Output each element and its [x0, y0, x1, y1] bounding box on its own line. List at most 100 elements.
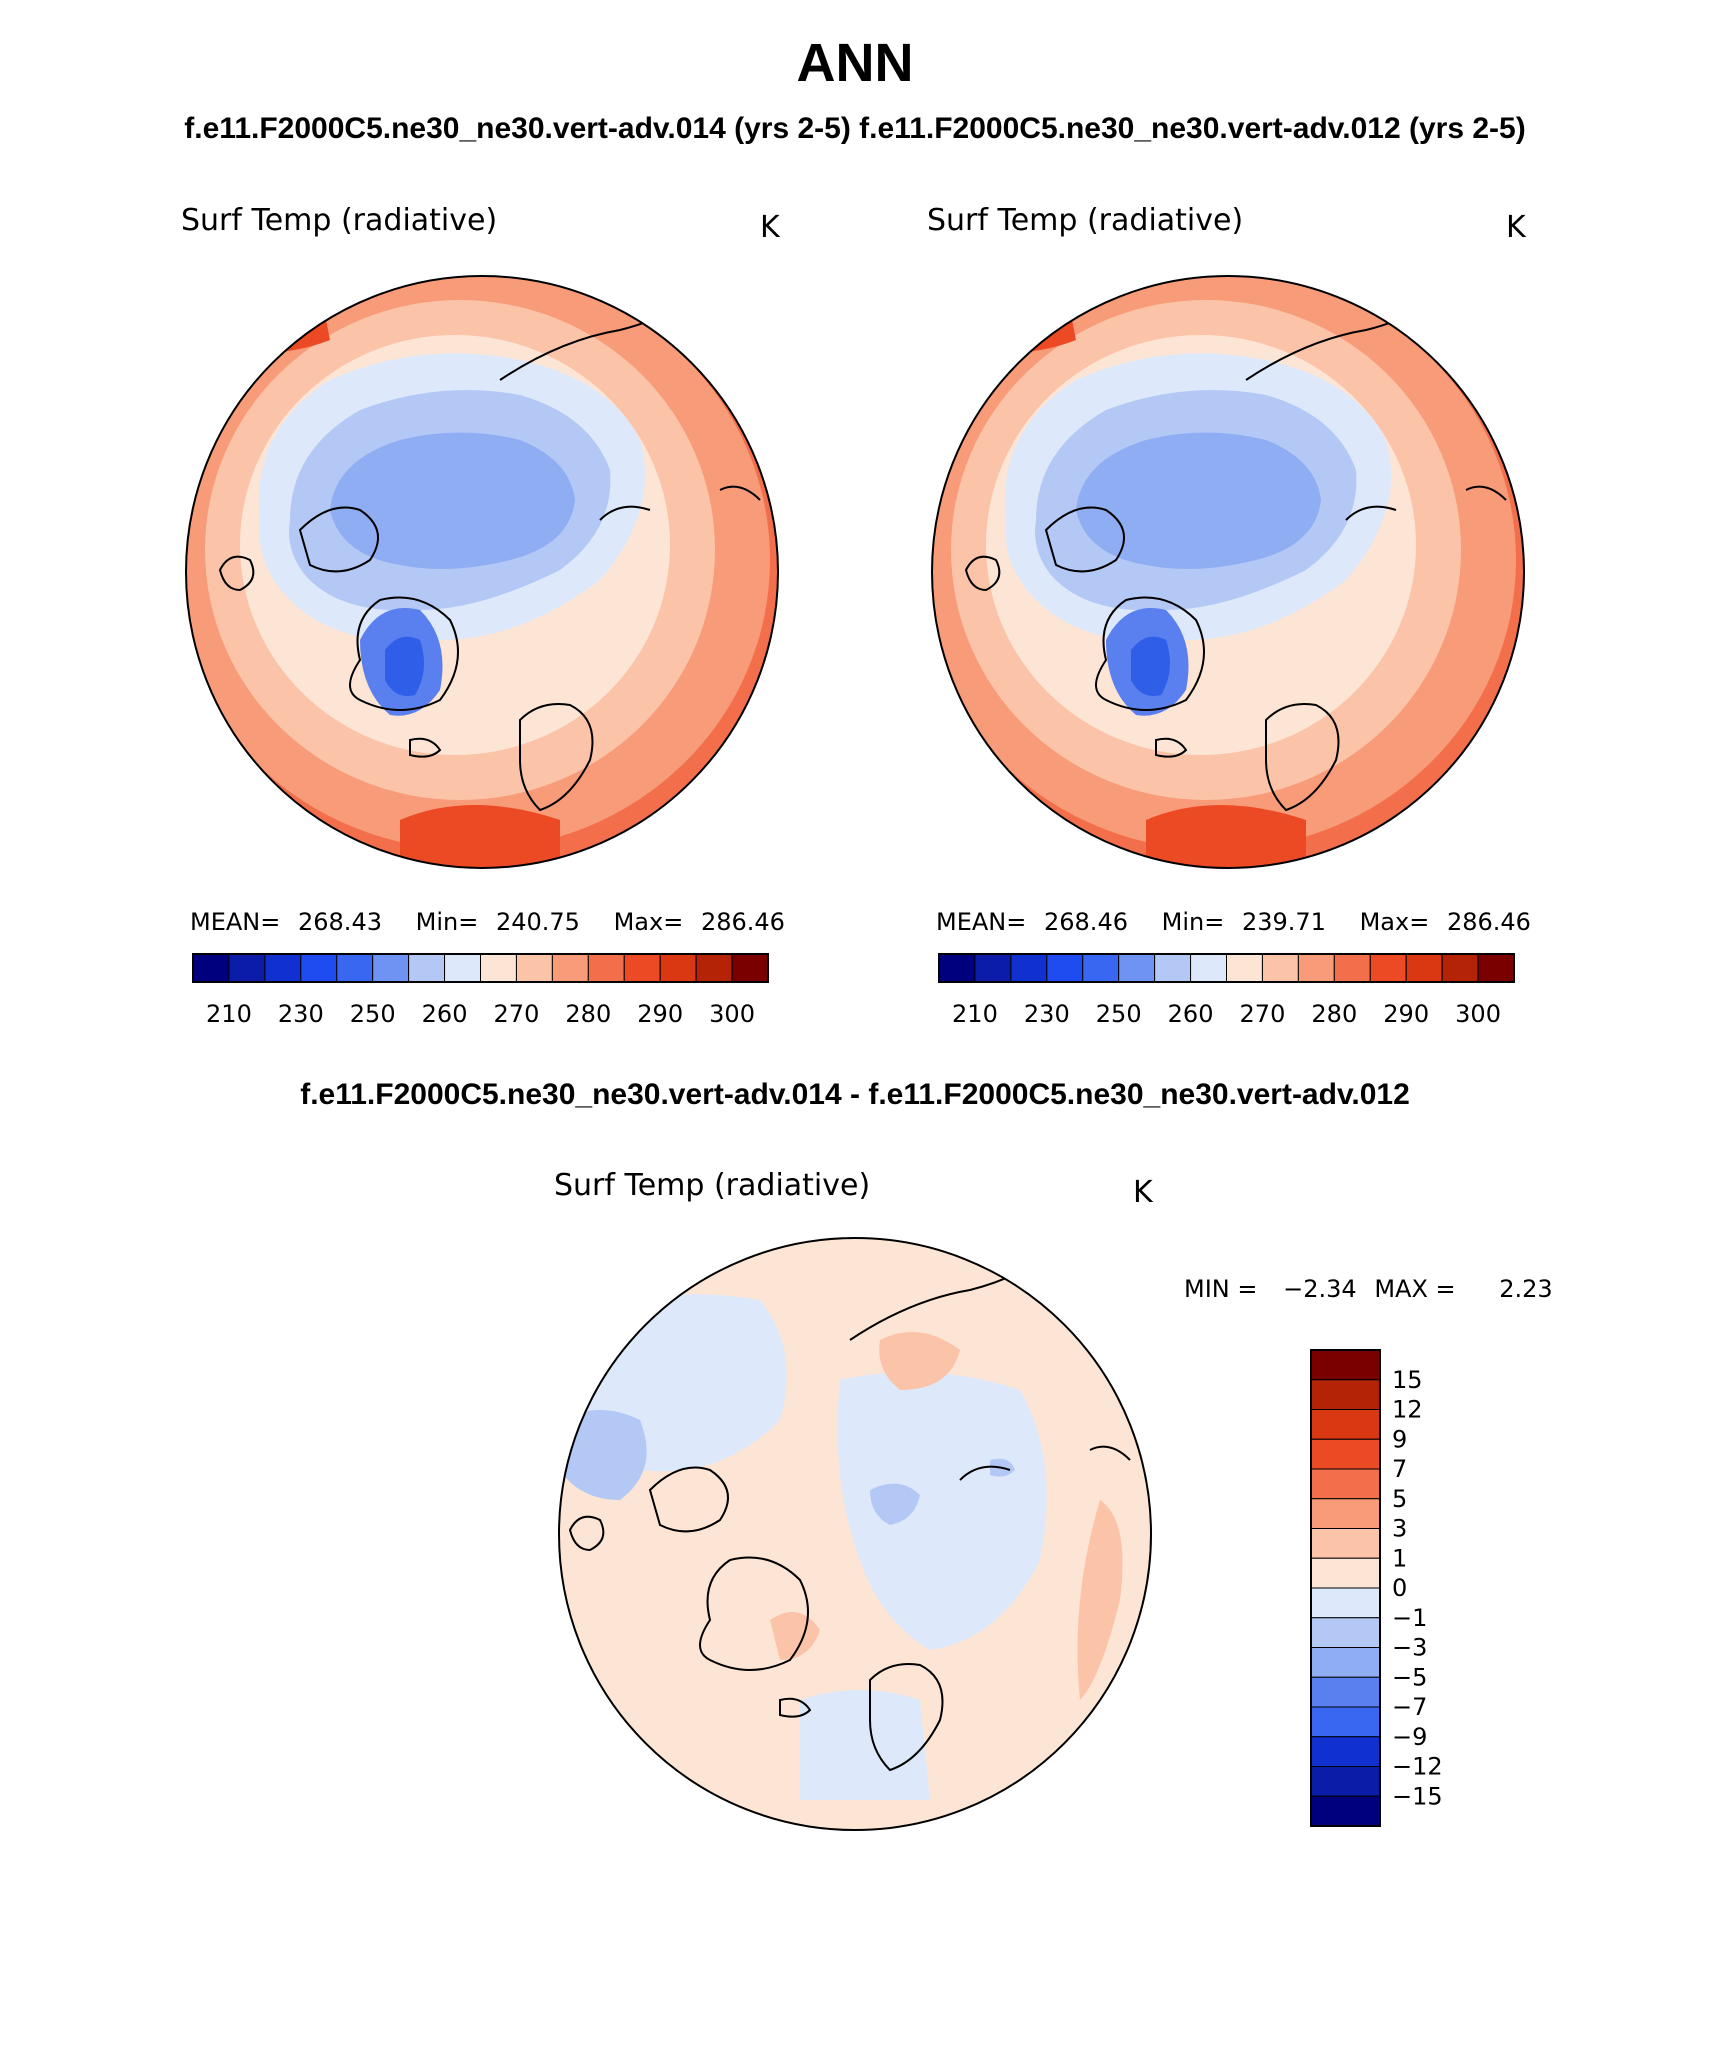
panel2-min: 239.71 — [1241, 908, 1326, 936]
panel1-units: K — [760, 210, 780, 245]
diff-colorbar-tick-label: −15 — [1392, 1782, 1443, 1810]
panel2-colorbar: 210 230 250 260 270 280 290 300 — [938, 953, 1515, 1028]
panel1-colorbar-swatch — [408, 953, 446, 983]
panel2-colorbar-swatch — [938, 953, 976, 983]
diff-colorbar-swatch — [1310, 1647, 1381, 1678]
panel2-max: 286.46 — [1446, 908, 1531, 936]
diff-colorbar-swatch — [1310, 1438, 1381, 1470]
panel1-colorbar-swatch — [731, 953, 769, 983]
panel2-colorbar-swatch — [1261, 953, 1299, 983]
panel1-colorbar-tick-label: 230 — [278, 1000, 324, 1028]
panel2-mean-label: MEAN= — [936, 908, 1027, 936]
diff-max-label: MAX = — [1374, 1275, 1456, 1303]
panel2-colorbar-swatch — [1010, 953, 1048, 983]
diff-colorbar-tick-label: 3 — [1392, 1515, 1407, 1543]
panel1-colorbar-tick-label: 280 — [565, 1000, 611, 1028]
panel1-map-border — [185, 275, 779, 869]
diff-colorbar-tick-label: −9 — [1392, 1723, 1427, 1751]
panel2-colorbar-tick-label: 270 — [1240, 1000, 1286, 1028]
diff-variable: Surf Temp (radiative) — [554, 1168, 871, 1203]
panel2-colorbar-swatch — [1441, 953, 1479, 983]
panel1-colorbar: 210 230 250 260 270 280 290 300 — [192, 953, 769, 1028]
diff-colorbar-tick-label: 9 — [1392, 1425, 1407, 1453]
diff-colorbar-swatch — [1310, 1766, 1381, 1797]
panel1-colorbar-swatch — [372, 953, 410, 983]
panel1-max-label: Max= — [613, 908, 684, 936]
diff-max: 2.23 — [1499, 1275, 1553, 1303]
panel2-colorbar-tick-label: 210 — [952, 1000, 998, 1028]
diff-colorbar-swatch — [1310, 1409, 1381, 1440]
panel1-mean-label: MEAN= — [190, 908, 281, 936]
panel1-colorbar-swatch — [480, 953, 517, 983]
panel2-units: K — [1506, 210, 1526, 245]
panel2-map-border — [931, 275, 1525, 869]
panel1-colorbar-frame — [192, 953, 769, 983]
panel2-colorbar-tick-label: 260 — [1168, 1000, 1214, 1028]
panel1-colorbar-swatch — [587, 953, 625, 983]
diff-colorbar-swatch — [1310, 1528, 1381, 1559]
panel1-variable: Surf Temp (radiative) — [181, 203, 498, 238]
panel1-colorbar-swatch — [659, 953, 697, 983]
panel1-stats: MEAN= 268.43 Min= 240.75 Max= 286.46 — [190, 908, 785, 936]
panel2-min-label: Min= — [1161, 908, 1225, 936]
panel1-colorbar-tick-label: 260 — [422, 1000, 468, 1028]
diff-colorbar-swatch — [1310, 1349, 1381, 1381]
panel1-max: 286.46 — [700, 908, 785, 936]
panel2-colorbar-tick-label: 280 — [1311, 1000, 1357, 1028]
diff-polar-map — [559, 1238, 1151, 1830]
panel2-colorbar-swatch — [1154, 953, 1192, 983]
diff-units: K — [1133, 1175, 1153, 1210]
diff-colorbar-tick-label: 5 — [1392, 1485, 1407, 1513]
panel2-colorbar-swatch — [974, 953, 1012, 983]
panel1-colorbar-swatch — [695, 953, 733, 983]
panel2-polar-map — [932, 276, 1524, 868]
panel1-min: 240.75 — [495, 908, 580, 936]
panel2-colorbar-frame — [938, 953, 1515, 983]
diff-colorbar-tick-label: −1 — [1392, 1604, 1427, 1632]
panel2-colorbar-swatch — [1477, 953, 1515, 983]
panel2-colorbar-swatch — [1369, 953, 1407, 983]
case2-title: f.e11.F2000C5.ne30_ne30.vert-adv.012 (yr… — [859, 112, 1526, 145]
panel2-colorbar-swatch — [1082, 953, 1120, 983]
diff-colorbar-tick-label: 15 — [1392, 1366, 1423, 1394]
panel2-colorbar-tick-label: 290 — [1383, 1000, 1429, 1028]
diff-colorbar-tick-label: 1 — [1392, 1544, 1407, 1572]
panel1-polar-map — [186, 276, 778, 868]
panel2-colorbar-swatch — [1405, 953, 1443, 983]
panel1-colorbar-tick-label: 250 — [350, 1000, 396, 1028]
panel2-colorbar-tick-label: 300 — [1455, 1000, 1501, 1028]
case-names: f.e11.F2000C5.ne30_ne30.vert-adv.014 (yr… — [0, 112, 1710, 146]
diff-colorbar-swatch — [1310, 1379, 1381, 1410]
diff-colorbar-tick-label: −5 — [1392, 1663, 1427, 1691]
panel2-colorbar-swatch — [1297, 953, 1335, 983]
panel2-stats: MEAN= 268.46 Min= 239.71 Max= 286.46 — [936, 908, 1531, 936]
diff-colorbar-swatch — [1310, 1557, 1381, 1589]
panel2-colorbar-tick-label: 230 — [1024, 1000, 1070, 1028]
panel1-mean: 268.43 — [298, 908, 382, 936]
panel1-colorbar-tick-label: 210 — [206, 1000, 252, 1028]
panel1-colorbar-swatch — [300, 953, 338, 983]
panel1-min-label: Min= — [415, 908, 479, 936]
panel1-colorbar-swatch — [336, 953, 374, 983]
diff-stats: MIN = −2.34 MAX = 2.23 — [1184, 1275, 1553, 1303]
diff-colorbar-tick-label: 0 — [1392, 1574, 1407, 1602]
panel2-colorbar-swatch — [1226, 953, 1263, 983]
panel1-colorbar-swatch — [515, 953, 553, 983]
panel2-mean: 268.46 — [1044, 908, 1128, 936]
diff-colorbar-swatch — [1310, 1468, 1381, 1500]
panel2-colorbar-tick-label: 250 — [1096, 1000, 1142, 1028]
diff-colorbar-tick-label: −3 — [1392, 1634, 1427, 1662]
panel1-colorbar-tick-label: 290 — [637, 1000, 683, 1028]
panel1-colorbar-swatch — [228, 953, 266, 983]
panel2-variable: Surf Temp (radiative) — [927, 203, 1244, 238]
diff-title: f.e11.F2000C5.ne30_ne30.vert-adv.014 - f… — [300, 1078, 1410, 1111]
diff-colorbar-tick-label: 7 — [1392, 1455, 1407, 1483]
panel2-colorbar-swatch — [1118, 953, 1156, 983]
panel1-colorbar-swatch — [264, 953, 302, 983]
diff-map-border — [558, 1237, 1152, 1831]
diff-min: −2.34 — [1283, 1275, 1357, 1303]
panel2-colorbar-swatch — [1046, 953, 1084, 983]
figure-title: ANN — [796, 33, 914, 93]
panel1-colorbar-swatch — [192, 953, 230, 983]
